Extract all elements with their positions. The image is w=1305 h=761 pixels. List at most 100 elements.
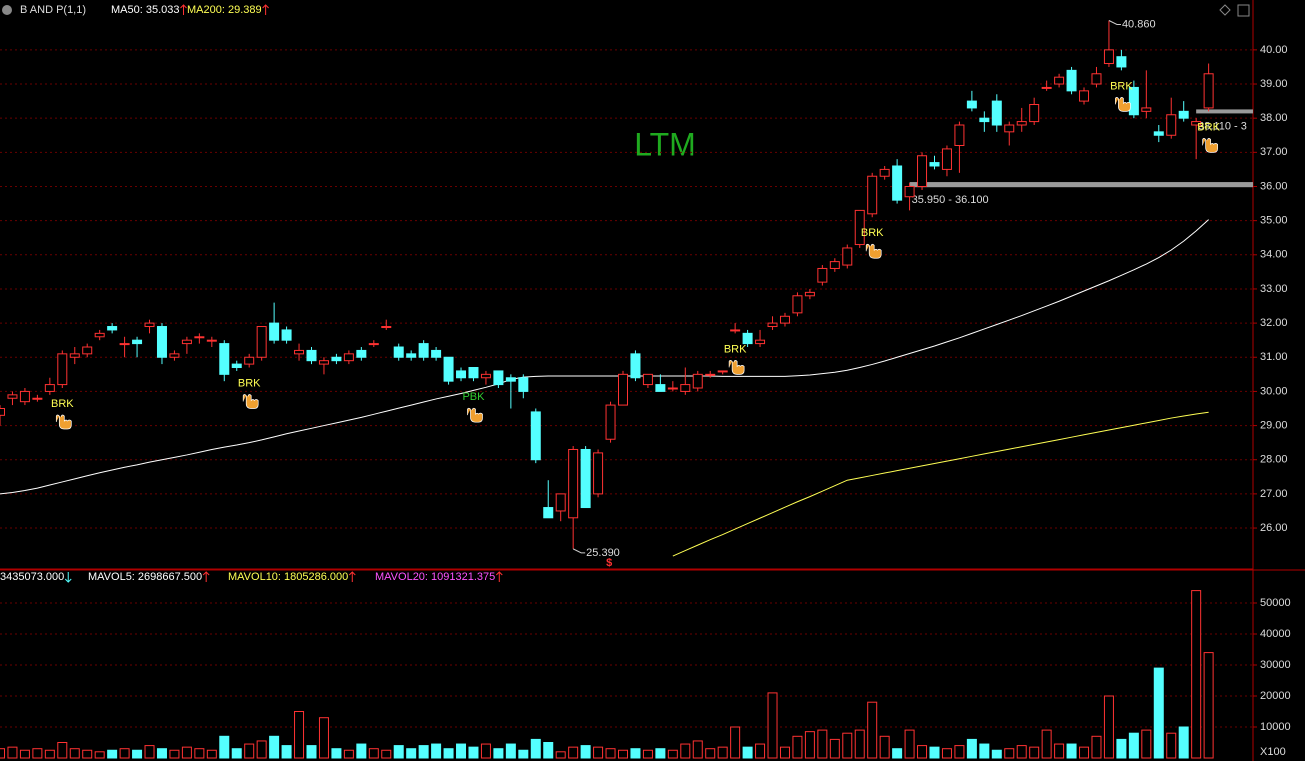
volume-bar: [879, 735, 890, 759]
volume-bar: [306, 745, 317, 759]
volume-bar: [543, 742, 554, 759]
candle-body: [343, 353, 354, 362]
candle-body: [181, 339, 192, 345]
candle-body: [107, 326, 118, 331]
volume-bar: [294, 711, 305, 759]
volume-bar: [655, 748, 666, 759]
candle-body: [381, 326, 392, 329]
volume-bar: [966, 738, 977, 759]
volume-bar: [0, 748, 5, 759]
hand-icon: [55, 414, 72, 430]
volume-header: 3435073.000: [0, 571, 64, 583]
candle-body: [1191, 121, 1202, 126]
volume-bar: [32, 748, 43, 759]
volume-bar: [941, 748, 952, 759]
signal-label: BRK: [724, 343, 747, 355]
volume-bar: [979, 743, 990, 759]
y-tick-label: 29.00: [1260, 419, 1288, 431]
signal-label: BRK: [861, 227, 884, 239]
candle-body: [94, 332, 105, 338]
y-tick-label: 34.00: [1260, 249, 1288, 261]
volume-bar: [368, 748, 379, 759]
y2-tick-label: 30000: [1260, 659, 1291, 671]
arrow-icon: [262, 4, 269, 15]
candle-body: [779, 315, 790, 324]
volume-bar: [717, 746, 728, 759]
volume-bar: [19, 749, 30, 759]
ma-line: [0, 219, 1209, 495]
watermark: LTM: [634, 126, 696, 162]
candle-body: [1054, 76, 1065, 85]
diamond-icon[interactable]: [1219, 4, 1231, 16]
volume-bar: [630, 748, 641, 759]
candle-body: [1128, 86, 1139, 116]
signal-label: BRK: [51, 398, 74, 410]
candle-body: [19, 390, 30, 403]
candle-body: [356, 349, 367, 358]
volume-bar: [331, 748, 342, 759]
candle-body: [1178, 110, 1189, 119]
candle-body: [829, 261, 840, 269]
candle-body: [393, 346, 404, 358]
candle-body: [269, 322, 280, 341]
candle-body: [593, 452, 604, 495]
candle-body: [1203, 73, 1214, 109]
volume-bar: [231, 748, 242, 759]
volume-bar: [1166, 732, 1177, 759]
volume-bar: [318, 717, 329, 759]
volume-bar: [555, 751, 566, 759]
menu-icon[interactable]: [2, 5, 12, 15]
volume-bar: [1203, 652, 1214, 759]
volume-bar: [1091, 735, 1102, 759]
y-tick-label: 26.00: [1260, 522, 1288, 534]
candle-body: [156, 326, 167, 358]
candle-body: [493, 370, 504, 386]
candle-body: [443, 356, 454, 382]
volume-bar: [1128, 732, 1139, 759]
volume-header: MAVOL10: 1805286.000: [228, 571, 348, 583]
volume-bar: [244, 743, 255, 759]
extreme-label: 25.390: [586, 547, 620, 559]
arrow-icon: [180, 4, 187, 15]
candle-body: [1029, 104, 1040, 123]
volume-bar: [705, 748, 716, 759]
candle-body: [854, 209, 865, 246]
candle-body: [368, 343, 379, 346]
candle-body: [1091, 73, 1102, 85]
candle-body: [655, 384, 666, 392]
volume-bar: [892, 748, 903, 759]
volume-bar: [206, 749, 217, 759]
volume-bar: [393, 745, 404, 759]
candle-body: [917, 155, 928, 187]
candle-body: [1041, 86, 1052, 89]
volume-bar: [57, 742, 68, 759]
extreme-pointer: [572, 548, 586, 554]
volume-bar: [281, 745, 292, 759]
y2-tick-label: 10000: [1260, 721, 1291, 733]
close-icon[interactable]: [1237, 4, 1250, 17]
volume-bar: [1116, 738, 1127, 759]
volume-bar: [1016, 745, 1027, 759]
volume-bar: [817, 729, 828, 759]
candle-body: [32, 397, 43, 400]
volume-bar: [842, 732, 853, 759]
volume-bar: [1041, 729, 1052, 759]
volume-bar: [755, 743, 766, 759]
candle-body: [331, 356, 342, 362]
volume-bar: [119, 748, 130, 759]
arrow-icon: [348, 571, 356, 582]
volume-bar: [169, 749, 180, 759]
volume-bar: [804, 731, 815, 759]
candle-body: [717, 370, 728, 373]
volume-bar: [356, 743, 367, 759]
candle-body: [431, 349, 442, 358]
volume-bar: [456, 743, 467, 759]
candle-body: [456, 370, 467, 379]
volume-bar: [779, 746, 790, 759]
candle-body: [904, 185, 915, 198]
candle-body: [991, 100, 1002, 126]
ma-label: MA200: 29.389: [187, 4, 262, 16]
candle-body: [804, 291, 815, 297]
volume-header: MAVOL20: 1091321.375: [375, 571, 495, 583]
